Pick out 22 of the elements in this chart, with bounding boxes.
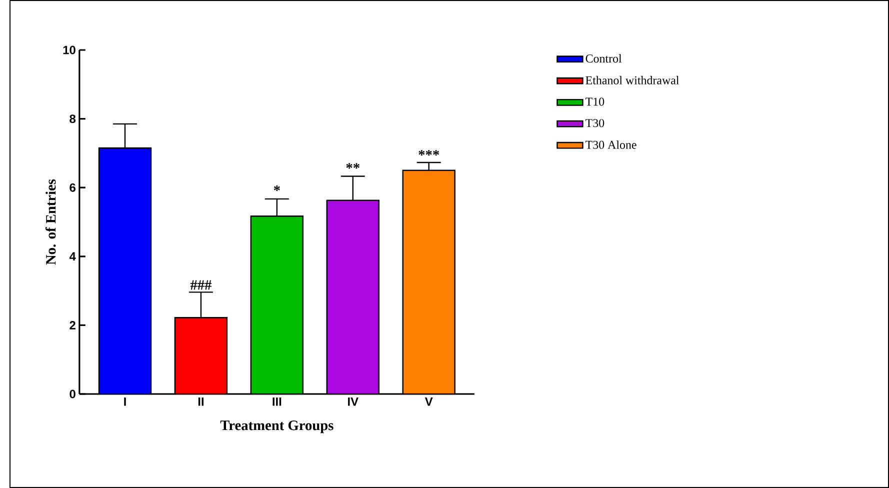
annotation: ### xyxy=(190,280,212,290)
legend-label: T10 xyxy=(586,98,604,106)
x-tick-label: IV xyxy=(348,398,358,406)
annotation: * xyxy=(274,186,280,191)
legend-label: Control xyxy=(586,54,622,63)
legend-label: T30 Alone xyxy=(586,140,636,149)
y-tick-label: 10 xyxy=(63,46,76,54)
y-tick-label: 4 xyxy=(69,252,76,261)
x-tick-label: III xyxy=(272,398,282,406)
x-axis-title: Treatment Groups xyxy=(220,420,334,434)
legend-label: Ethanol withdrawal xyxy=(586,76,680,84)
annotation: ** xyxy=(346,163,360,169)
annotation: *** xyxy=(418,150,440,156)
legend-label: T30 xyxy=(586,119,604,128)
y-axis-title: No. of Entries xyxy=(45,179,56,265)
y-tick-label: 8 xyxy=(70,114,76,124)
y-tick-label: 2 xyxy=(70,321,76,330)
x-tick-label: V xyxy=(424,398,433,406)
y-tick-label: 0 xyxy=(70,390,76,398)
x-tick-label: II xyxy=(198,398,204,406)
x-tick-label: I xyxy=(124,398,126,406)
y-tick-label: 6 xyxy=(70,183,76,192)
